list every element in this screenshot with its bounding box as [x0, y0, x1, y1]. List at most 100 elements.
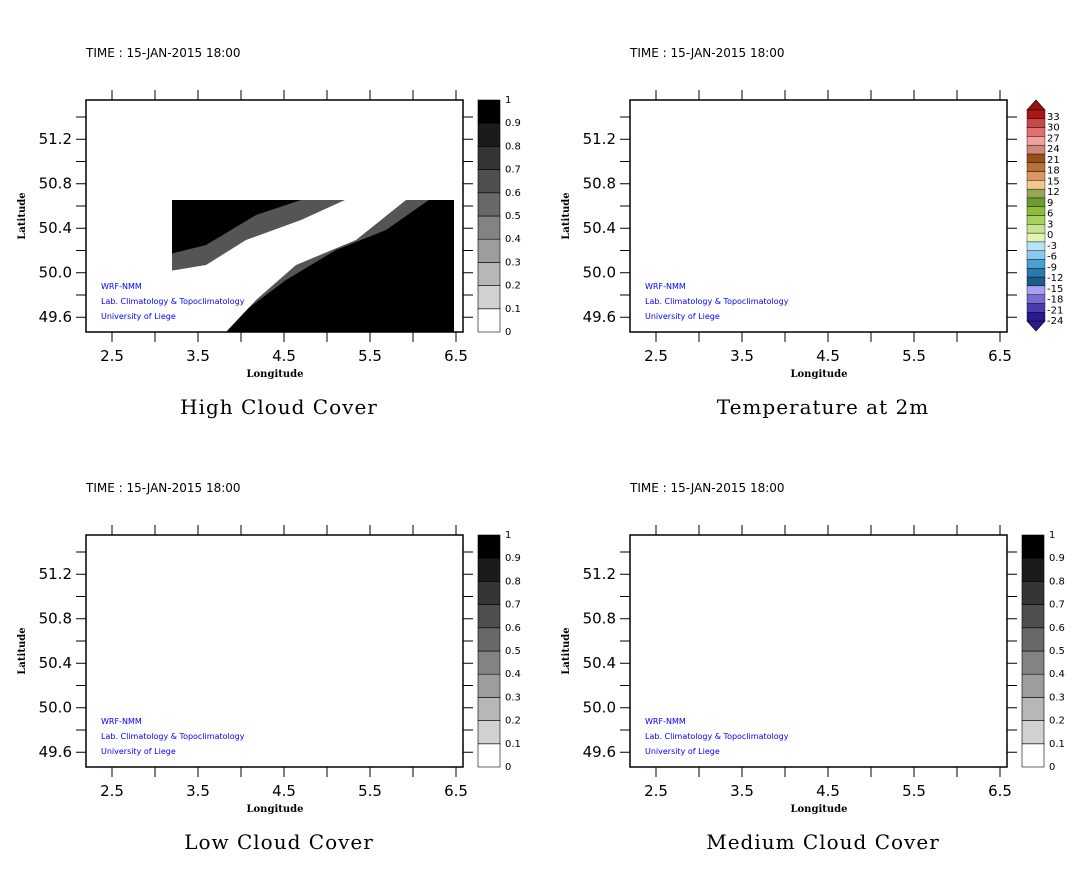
y-tick-label: 49.6: [583, 308, 616, 326]
colorbar-label: 0.1: [505, 739, 521, 750]
colorbar-band: [477, 238, 501, 263]
x-axis-label: Longitude: [790, 804, 847, 815]
panel-title: Temperature at 2m: [717, 395, 929, 419]
credit-text: Lab. Climatology & Topoclimatology: [101, 732, 245, 741]
coastline: [86, 100, 221, 165]
colorbar: 0 0.1 0.2 0.3 0.4 0.5 0.6 0.7 0.8 0.9 1: [1021, 530, 1065, 773]
y-axis-label: Latitude: [17, 627, 28, 674]
colorbar-band: [477, 146, 501, 170]
y-tick-label: 49.6: [583, 743, 616, 761]
coastline: [86, 535, 221, 600]
colorbar-label: 0: [1049, 762, 1055, 773]
colorbar-label: 0.6: [1049, 623, 1065, 634]
colorbar-label: 0.5: [505, 211, 521, 222]
colorbar-label: -3: [1047, 241, 1057, 252]
colorbar-band: [477, 697, 501, 721]
colorbar-band: [1026, 188, 1046, 199]
x-tick-label: 3.5: [730, 347, 754, 365]
time-label: TIME : 15-JAN-2015 18:00: [629, 481, 785, 495]
colorbar-band: [477, 215, 501, 240]
colorbar-band: [477, 650, 501, 675]
plot-frame: [85, 99, 464, 333]
colorbar-label: 0.7: [1049, 600, 1065, 611]
colorbar-band: [1021, 557, 1045, 582]
colorbar-label: 0.5: [505, 646, 521, 657]
colorbar-band: [477, 743, 501, 768]
border-line: [805, 100, 945, 255]
colorbar-label: -9: [1047, 262, 1057, 273]
x-tick-label: 3.5: [186, 347, 210, 365]
y-tick-label: 50.4: [39, 219, 72, 237]
x-tick-label: 4.5: [272, 782, 296, 800]
y-tick-label: 50.0: [583, 264, 616, 282]
colorbar-label: 27: [1047, 133, 1060, 144]
colorbar: 0 0.1 0.2 0.3 0.4 0.5 0.6 0.7 0.8 0.9 1: [477, 95, 521, 338]
colorbar-label: 0.3: [505, 692, 521, 703]
credit-text: WRF-NMM: [645, 717, 686, 726]
field-partial: [236, 615, 261, 635]
panel-high-cloud: TIME : 15-JAN-2015 18:00 WRF-NMM Lab. Clim…: [17, 46, 521, 419]
colorbar-band: [1021, 743, 1045, 768]
colorbar-band: [1021, 650, 1045, 675]
colorbar-label: 3: [1047, 219, 1053, 230]
colorbar-band: [477, 192, 501, 217]
field-region: [930, 200, 1007, 270]
colorbar-band: [477, 557, 501, 582]
border-line: [106, 615, 396, 767]
y-tick-label: 51.2: [583, 565, 616, 583]
colorbar-label: 21: [1047, 155, 1060, 166]
border-line: [930, 215, 1000, 300]
colorbar-band: [1021, 697, 1045, 721]
colorbar-band: [1026, 250, 1046, 260]
credit-text: University of Liege: [101, 312, 176, 321]
x-tick-label: 6.5: [444, 782, 468, 800]
panel-low-cloud: TIME : 15-JAN-2015 18:00 WRF-NMM Lab. Clim…: [17, 481, 521, 854]
colorbar-band: [477, 285, 501, 310]
colorbar-label: 0: [505, 762, 511, 773]
colorbar: 0 0.1 0.2 0.3 0.4 0.5 0.6 0.7 0.8 0.9 1: [477, 530, 521, 773]
colorbar-band: [477, 308, 501, 333]
colorbar-label: 0.6: [505, 188, 521, 199]
colorbar-band: [1026, 276, 1046, 287]
colorbar-label: 0.2: [505, 281, 521, 292]
colorbar-label: 30: [1047, 123, 1060, 134]
colorbar-label: 0.1: [505, 304, 521, 315]
colorbar-label: 0.4: [1049, 669, 1065, 680]
time-label: TIME : 15-JAN-2015 18:00: [85, 481, 241, 495]
y-tick-label: 50.8: [39, 175, 72, 193]
colorbar-label: 6: [1047, 209, 1053, 220]
colorbar-band: [1026, 180, 1046, 190]
x-tick-label: 6.5: [988, 347, 1012, 365]
colorbar-label: 0.5: [1049, 646, 1065, 657]
colorbar-band: [1026, 127, 1046, 137]
colorbar-band: [1021, 673, 1045, 698]
colorbar-label: 0.4: [505, 669, 521, 680]
colorbar-label: 12: [1047, 187, 1060, 198]
colorbar-band: [1026, 232, 1046, 243]
colorbar-label: 0.7: [505, 600, 521, 611]
colorbar-band: [1026, 206, 1046, 216]
colorbar-label: 0.9: [505, 118, 521, 129]
credit-text: Lab. Climatology & Topoclimatology: [101, 297, 245, 306]
colorbar-band: [1026, 294, 1046, 304]
colorbar-label: 0.2: [1049, 716, 1065, 727]
border-line: [650, 180, 940, 332]
field-clear: [172, 200, 406, 332]
plot-frame: [629, 99, 1008, 333]
credit-text: Lab. Climatology & Topoclimatology: [645, 732, 789, 741]
y-axis-label: Latitude: [17, 192, 28, 239]
x-tick-label: 4.5: [816, 782, 840, 800]
colorbar-label: 0.9: [1049, 553, 1065, 564]
colorbar: 33302724211815129630-3-6-9-12-15-18-21-2…: [1026, 99, 1063, 332]
colorbar-band: [1026, 312, 1046, 322]
field-region: [730, 190, 1007, 300]
colorbar-band: [1026, 136, 1046, 146]
x-tick-label: 6.5: [988, 782, 1012, 800]
colorbar-label: 0.2: [505, 716, 521, 727]
colorbar-band: [477, 627, 501, 652]
map-field: [86, 100, 463, 332]
colorbar-band: [477, 673, 501, 698]
colorbar-label: 0: [505, 327, 511, 338]
colorbar-label: -21: [1047, 305, 1063, 316]
colorbar-band: [1026, 171, 1046, 181]
